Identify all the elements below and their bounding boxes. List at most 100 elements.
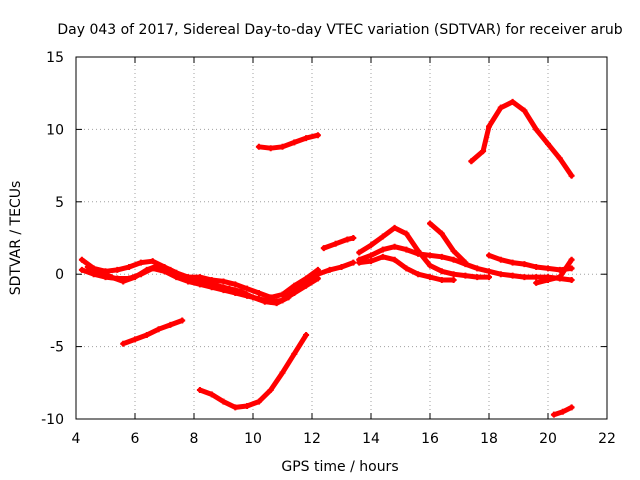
data-point [255,290,262,297]
data-point [450,276,457,283]
data-point [350,259,357,266]
x-tick-label: 18 [480,431,498,447]
x-axis-label: GPS time / hours [281,459,398,475]
data-point [167,321,174,328]
y-axis-label: SDTVAR / TECUs [8,181,24,296]
series-arc-5 [196,332,310,411]
y-tick-label: 0 [55,267,64,283]
x-tick-label: 14 [362,431,380,447]
data-point [559,408,566,415]
data-point [368,242,374,249]
data-point [545,265,551,272]
x-tick-label: 16 [421,431,439,447]
data-point [220,278,227,285]
series-arc-12 [427,220,469,266]
data-point [120,340,127,347]
data-point [379,246,386,253]
data-point [114,266,121,273]
data-point [391,224,398,231]
series-arc-11 [356,253,457,283]
data-point [509,272,516,279]
data-point [521,274,528,281]
series-arc-15 [533,256,575,286]
data-point [509,259,516,266]
series-arc-7 [279,259,357,304]
data-point [255,143,262,150]
data-point [90,271,97,278]
data-point [120,278,127,285]
series-arc-16 [550,404,575,418]
data-point [556,274,563,281]
data-point [521,107,528,114]
series-line [533,257,575,286]
data-point [344,236,351,243]
data-point [521,261,528,268]
data-point [450,248,457,255]
data-point [84,263,91,270]
data-point [427,252,433,259]
data-point [314,271,321,278]
data-point [279,143,286,150]
data-point [267,387,274,394]
data-point [356,259,363,266]
data-point [202,279,209,286]
data-point [267,145,274,152]
data-point [244,402,251,409]
data-point [438,253,445,260]
data-point [232,281,239,288]
data-point [232,404,239,411]
series-line [427,221,468,266]
data-series [78,98,575,418]
data-point [450,256,457,263]
data-point [533,126,540,133]
data-point [291,350,298,357]
data-point [368,258,374,265]
data-point [545,140,551,147]
data-point [143,332,150,339]
data-point [497,271,504,278]
data-point [326,266,333,273]
data-point [550,411,557,418]
data-point [533,263,540,270]
data-point [391,256,398,263]
series-arc-14 [486,252,575,273]
x-tick-label: 10 [244,431,262,447]
data-point [568,276,575,283]
data-point [132,274,138,281]
data-point [191,276,197,283]
data-point [438,276,445,283]
y-tick-label: 5 [55,195,64,211]
data-point [474,274,481,281]
data-point [468,158,475,165]
data-point [415,250,422,257]
data-point [179,317,186,324]
data-point [480,148,487,155]
data-point [78,266,85,273]
data-point [137,259,144,266]
data-point [427,262,433,269]
data-point [303,278,310,285]
y-tick-label: -5 [50,340,64,356]
data-point [167,266,174,273]
data-point [438,268,445,275]
data-point [533,274,540,281]
x-tick-label: 22 [598,431,616,447]
data-point [379,253,386,260]
series-arc-4 [120,317,186,347]
data-point [273,300,280,307]
data-point [255,398,262,405]
data-point [279,291,286,298]
data-point [462,272,469,279]
data-point [208,391,215,398]
data-point [533,279,540,286]
data-point [143,266,150,273]
data-point [509,98,516,105]
y-tick-label: -10 [41,412,64,428]
data-point [291,139,298,146]
x-tick-label: 12 [303,431,321,447]
data-point [350,235,357,241]
data-point [155,326,162,333]
data-point [403,246,410,253]
data-point [244,285,251,292]
